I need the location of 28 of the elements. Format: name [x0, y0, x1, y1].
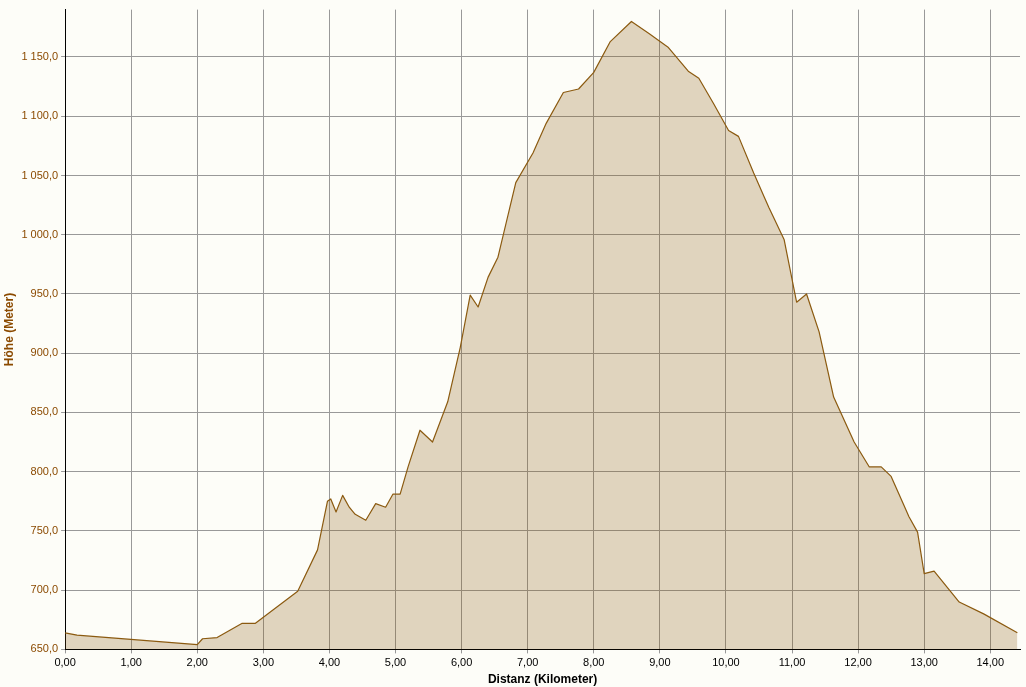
x-tick-label: 2,00: [186, 656, 208, 669]
x-tick-label: 4,00: [318, 656, 341, 669]
y-tick-label: 950,0: [30, 286, 59, 299]
x-tick-label: 14,00: [976, 656, 1005, 669]
x-tick-label: 1,00: [120, 656, 142, 669]
y-axis-title: Höhe (Meter): [1, 292, 16, 367]
y-tick-label: 750,0: [30, 523, 59, 536]
y-tick-label: 900,0: [30, 346, 59, 359]
x-tick-label: 0,00: [54, 656, 76, 669]
x-tick-label: 11,00: [778, 656, 806, 669]
x-tick-label: 10,00: [712, 656, 740, 669]
x-tick-label: 8,00: [583, 656, 605, 669]
x-tick-label: 6,00: [450, 656, 473, 669]
x-axis-title: Distanz (Kilometer): [487, 672, 598, 687]
y-tick-label: 700,0: [30, 583, 59, 596]
y-tick-label: 800,0: [30, 464, 59, 477]
y-tick-label: 1 150,0: [21, 50, 59, 63]
x-tick-label: 3,00: [252, 656, 275, 669]
y-tick-label: 1 100,0: [21, 109, 59, 122]
x-tick-label: 9,00: [649, 656, 671, 669]
x-tick-label: 13,00: [910, 656, 938, 669]
y-tick-label: 1 000,0: [21, 227, 59, 240]
x-tick-label: 5,00: [384, 656, 407, 669]
y-tick-label: 650,0: [30, 642, 59, 655]
x-tick-label: 7,00: [516, 656, 539, 669]
y-tick-label: 1 050,0: [21, 168, 59, 181]
x-tick-label: 12,00: [844, 656, 872, 669]
y-tick-label: 850,0: [30, 405, 59, 418]
